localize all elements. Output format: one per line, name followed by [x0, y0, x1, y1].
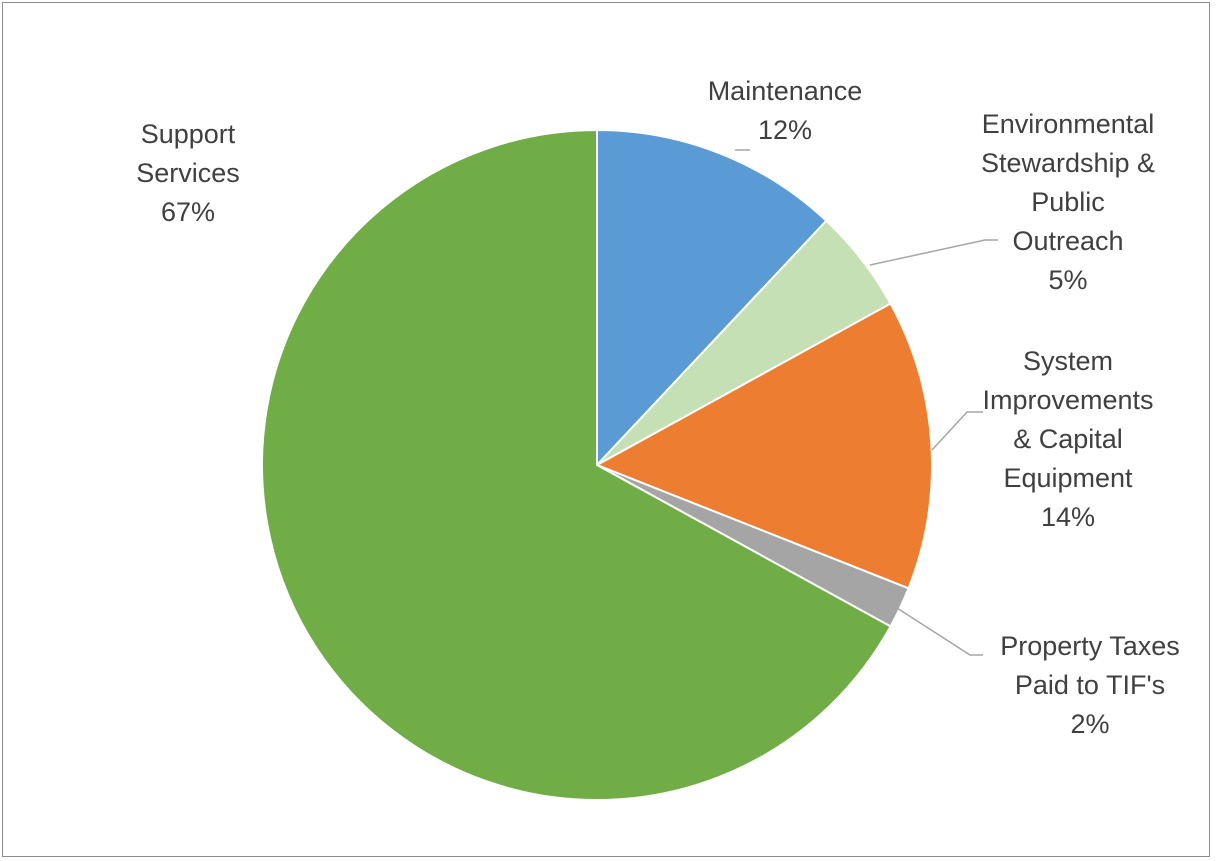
data-label-line: Paid to TIF's — [1015, 670, 1165, 700]
leader-line-system-improvements-capital-equipment — [931, 411, 983, 451]
pie-slice-support-services — [261, 128, 892, 801]
data-label-line: Outreach — [1012, 226, 1123, 256]
data-label-line: Improvements — [982, 385, 1153, 415]
data-label-line: Equipment — [1003, 463, 1133, 493]
data-label-value: 2% — [1070, 709, 1109, 739]
data-label-value: 67% — [161, 197, 215, 227]
pie-slice-system-improvements-capital-equipment — [594, 302, 933, 590]
leader-lines — [735, 149, 998, 656]
data-label-maintenance: Maintenance 12% — [708, 76, 863, 145]
leader-line-property-taxes-paid-to-tif-s — [896, 607, 983, 656]
data-label-value: 12% — [758, 115, 812, 145]
data-label-line: Environmental — [982, 109, 1155, 139]
pie-slice-maintenance — [596, 128, 828, 468]
data-label-line: System — [1023, 346, 1113, 376]
data-label-environmental-stewardship-public-outreach: Environmental Stewardship & Public Outreach… — [981, 109, 1155, 295]
data-label-system-improvements-capital-equipment: System Improvements & Capital Equipment 14% — [982, 346, 1153, 532]
data-label-property-taxes-paid-to-tif-s: Property Taxes Paid to TIF's 2% — [1000, 631, 1180, 739]
data-label-value: 14% — [1041, 502, 1095, 532]
data-label-line: Property Taxes — [1000, 631, 1180, 661]
data-labels: Maintenance 12% Environmental Stewardship &… — [136, 76, 1180, 739]
data-label-value: 5% — [1048, 265, 1087, 295]
data-label-line: Services — [136, 158, 240, 188]
data-label-line: Support — [141, 119, 236, 149]
data-label-line: Maintenance — [708, 76, 863, 106]
data-label-line: Stewardship & — [981, 148, 1155, 178]
pie-slices — [261, 128, 933, 801]
data-label-support-services: Support Services 67% — [136, 119, 240, 227]
leader-line-environmental-stewardship-public-outreach — [869, 239, 998, 266]
data-label-line: & Capital — [1013, 424, 1123, 454]
data-label-line: Public — [1031, 187, 1105, 217]
